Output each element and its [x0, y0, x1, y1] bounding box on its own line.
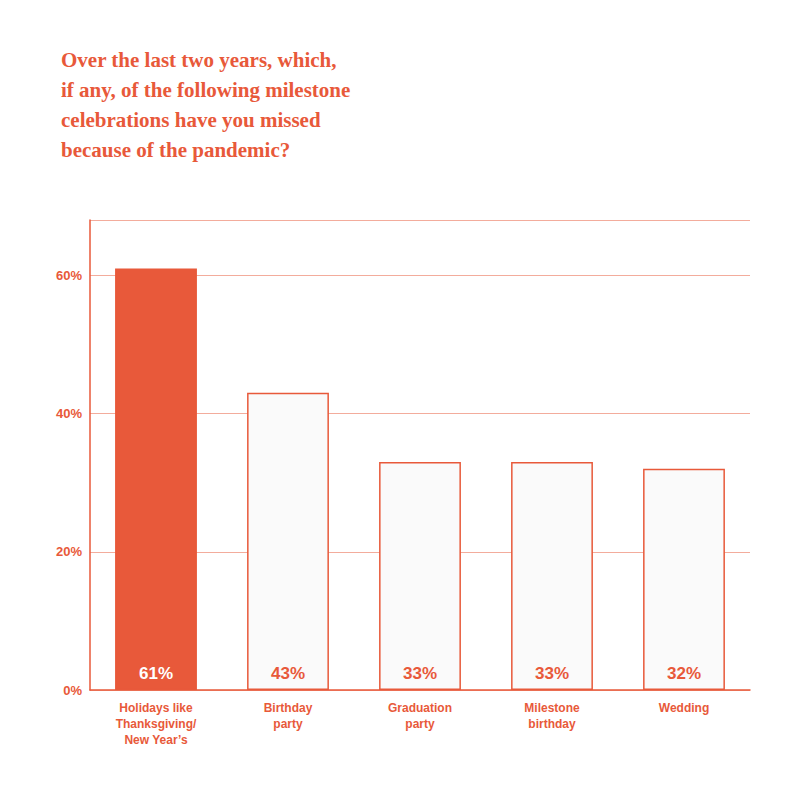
svg-text:61%: 61% [139, 664, 173, 683]
svg-text:party: party [273, 717, 303, 731]
svg-text:Milestone: Milestone [524, 701, 580, 715]
svg-text:party: party [405, 717, 435, 731]
svg-text:33%: 33% [403, 664, 437, 683]
svg-text:33%: 33% [535, 664, 569, 683]
svg-text:Holidays like: Holidays like [119, 701, 193, 715]
svg-text:if any, of the following miles: if any, of the following milestone [61, 78, 350, 102]
svg-text:20%: 20% [56, 544, 82, 559]
svg-text:Graduation: Graduation [388, 701, 452, 715]
svg-text:32%: 32% [667, 664, 701, 683]
svg-text:celebrations have you missed: celebrations have you missed [61, 108, 321, 132]
svg-text:0%: 0% [63, 683, 82, 698]
svg-text:60%: 60% [56, 268, 82, 283]
svg-text:birthday: birthday [528, 717, 576, 731]
svg-text:New Year’s: New Year’s [124, 733, 187, 747]
svg-text:Over the last two years, which: Over the last two years, which, [61, 48, 337, 72]
svg-text:Thanksgiving/: Thanksgiving/ [116, 717, 197, 731]
svg-text:Wedding: Wedding [659, 701, 709, 715]
svg-text:40%: 40% [56, 406, 82, 421]
svg-text:43%: 43% [271, 664, 305, 683]
svg-text:because of the pandemic?: because of the pandemic? [61, 138, 290, 162]
svg-text:Birthday: Birthday [264, 701, 313, 715]
